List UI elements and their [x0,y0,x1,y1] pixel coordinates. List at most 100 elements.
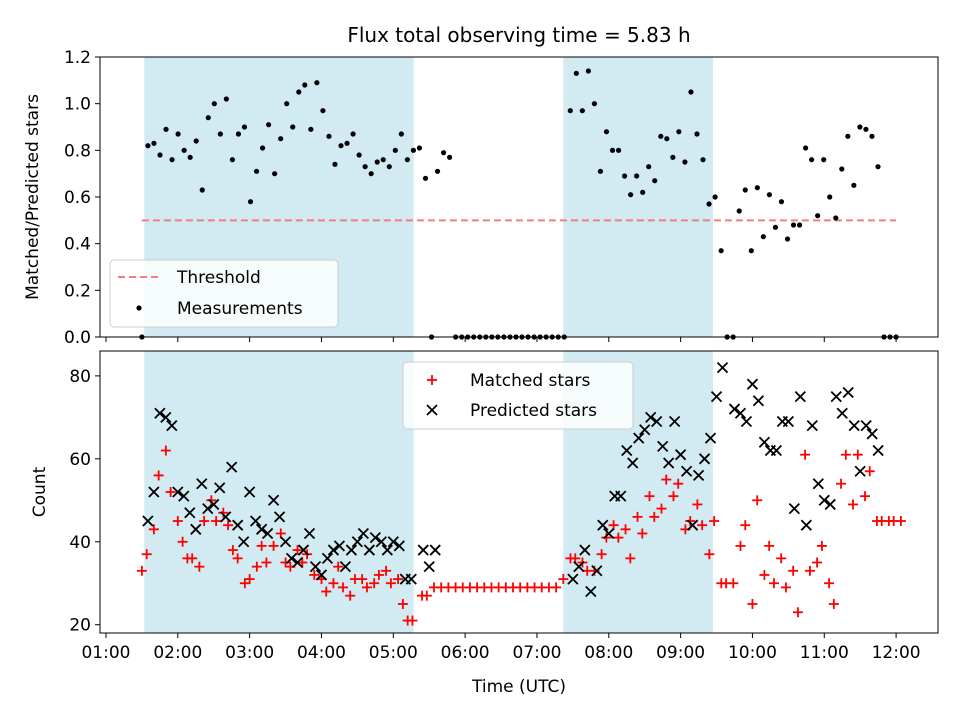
x-stroke [333,540,346,552]
x-stroke [698,453,711,465]
measurement-point [404,157,410,163]
predicted-star-point [333,540,346,552]
legend-measurement-swatch [136,305,142,311]
x-stroke [357,527,370,540]
x-stroke [267,494,280,506]
x-stroke [261,527,274,540]
matched-star-point [153,470,164,481]
predicted-star-point [579,544,591,556]
x-tick-label: 11:00 [800,643,849,663]
x-stroke [393,540,405,552]
measurement-point [440,150,447,156]
matched-star-point [172,516,183,527]
measurement-point [615,147,622,153]
predicted-star-point [196,478,208,490]
x-tick-label: 04:00 [297,643,346,663]
matched-star-point [668,491,679,502]
predicted-star-point [160,411,172,423]
y-tick-label: 0.6 [64,188,91,208]
matched-star-point [644,491,655,502]
measurement-point [205,115,211,121]
predicted-star-point [615,490,627,502]
x-tick-label: 10:00 [728,643,777,663]
predicted-star-point [363,544,375,556]
measurement-point [754,185,760,191]
matched-star-point [328,578,339,589]
measurement-point [187,154,193,160]
y-tick-label: 1.0 [64,95,91,115]
predicted-star-point [255,523,268,535]
x-tick-label: 02:00 [153,643,202,663]
measurement-point [579,108,585,114]
matched-star-point [649,511,660,522]
predicted-star-point [854,465,866,477]
measurement-point [760,234,766,240]
x-stroke [196,478,208,490]
predicted-star-point [387,536,399,548]
matched-star-point [864,466,875,477]
measurement-point [603,129,610,135]
legend-predicted-swatch [426,404,438,416]
x-stroke [746,378,759,390]
predicted-star-point [351,536,364,548]
matched-star-point [704,549,715,560]
predicted-star-point [345,544,358,556]
matched-star-point [385,578,396,589]
x-stroke [633,432,645,444]
predicted-star-point [381,544,393,556]
predicted-star-point [166,420,178,432]
predicted-star-point [303,527,316,540]
predicted-star-point [824,498,836,511]
x-stroke [423,561,435,573]
measurement-point [857,124,863,130]
measurement-point [374,159,380,165]
predicted-star-point [746,378,759,390]
measurement-point [302,82,308,88]
x-stroke [327,544,340,556]
matched-star-point [709,516,720,527]
x-stroke [172,486,184,498]
x-axis-label: Time (UTC) [471,677,566,697]
x-stroke [238,536,250,548]
predicted-star-point [327,544,340,556]
measurement-point [326,133,332,139]
measurement-point [247,199,254,205]
predicted-star-point [190,523,202,535]
y-tick-label: 0.4 [64,235,91,255]
measurement-point [736,208,742,214]
x-tick-label: 01:00 [81,643,130,663]
predicted-star-point [148,486,160,498]
measurement-point [634,173,640,179]
measurement-point [211,101,217,107]
x-stroke [812,478,824,490]
measurement-point [151,140,157,146]
measurement-point [790,222,797,228]
predicted-star-point [788,502,800,515]
predicted-star-point [309,561,322,573]
legend-label-matched: Matched stars [470,371,590,391]
matched-star-point [816,540,827,551]
measurement-point [314,80,320,86]
predicted-star-point [866,428,878,440]
measurement-point [766,192,772,198]
matched-star-point [199,516,210,527]
predicted-star-point [417,544,429,556]
x-stroke [573,561,585,573]
predicted-star-point [692,469,705,482]
matched-star-point [632,511,643,522]
measurement-point [591,101,598,107]
x-stroke [297,544,310,556]
bottom-axis-ticks: 20 40 60 80 01:00 02:00 03:00 04:00 05:00 06:00 07… [69,367,920,663]
x-stroke [214,482,226,494]
measurement-point [344,140,350,146]
matched-star-point [776,553,787,564]
x-tick-label: 03:00 [225,643,274,663]
predicted-star-point [872,444,884,457]
x-stroke [668,415,681,428]
matched-star-point [601,532,612,543]
x-stroke [657,440,669,453]
x-stroke [579,544,591,556]
x-stroke [363,544,375,556]
x-tick-label: 07:00 [512,643,561,663]
measurement-point [235,131,242,137]
